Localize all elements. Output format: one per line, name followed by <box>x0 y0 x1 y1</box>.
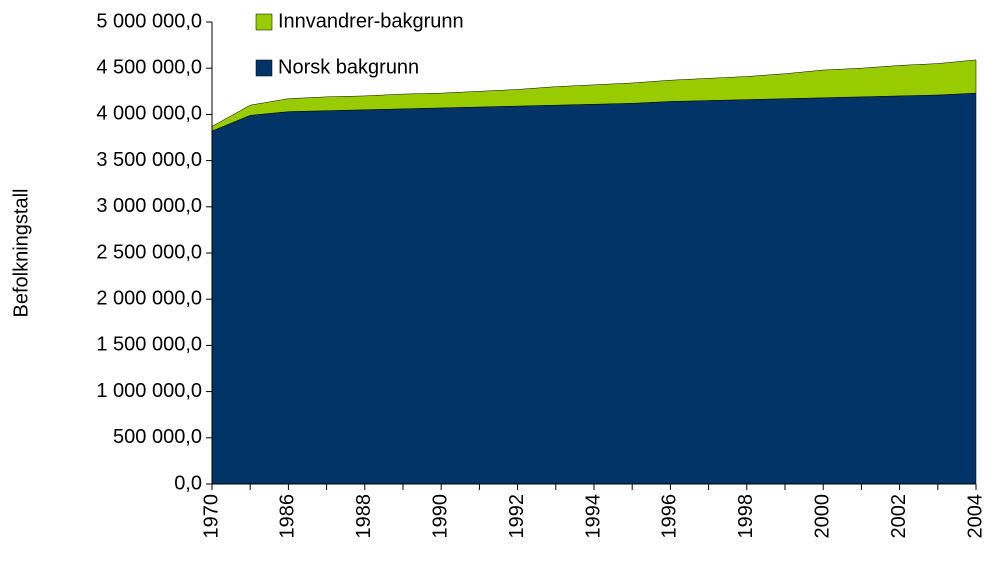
legend-label: Norsk bakgrunn <box>278 56 419 78</box>
x-tick-label: 2000 <box>811 494 833 539</box>
y-tick-label: 1 500 000,0 <box>96 334 202 356</box>
y-tick-label: 2 500 000,0 <box>96 241 202 263</box>
area <box>211 59 977 132</box>
x-tick-label: 1970 <box>200 494 222 539</box>
y-tick-label: 4 000 000,0 <box>96 103 202 125</box>
x-tick-label: 1996 <box>659 494 681 539</box>
y-tick-label: 4 500 000,0 <box>96 56 202 78</box>
y-tick-label: 2 000 000,0 <box>96 287 202 309</box>
y-tick-label: 3 500 000,0 <box>96 149 202 171</box>
x-tick-label: 1998 <box>735 494 757 539</box>
x-tick-label: 2004 <box>964 494 986 539</box>
x-tick-label: 1992 <box>506 494 528 539</box>
x-tick-label: 2002 <box>888 494 910 539</box>
x-tick-label: 1990 <box>429 494 451 539</box>
x-tick-label: 1994 <box>582 494 604 539</box>
legend-label: Innvandrer-bakgrunn <box>278 10 464 32</box>
y-tick-label: 3 000 000,0 <box>96 195 202 217</box>
x-tick-label: 1986 <box>277 494 299 539</box>
y-tick-label: 5 000 000,0 <box>96 10 202 32</box>
y-tick-label: 0,0 <box>174 472 202 494</box>
legend-swatch <box>255 13 273 31</box>
x-tick-label: 1988 <box>353 494 375 539</box>
y-tick-label: 500 000,0 <box>113 426 202 448</box>
area <box>211 92 977 485</box>
legend-swatch <box>255 59 273 77</box>
y-axis-label: Befolkningstall <box>10 189 32 318</box>
y-tick-label: 1 000 000,0 <box>96 380 202 402</box>
